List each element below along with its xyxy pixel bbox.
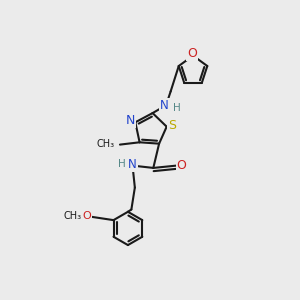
Text: O: O <box>187 47 197 60</box>
Text: CH₃: CH₃ <box>97 139 115 149</box>
Text: S: S <box>168 119 176 132</box>
Text: H: H <box>172 103 180 112</box>
Text: N: N <box>128 158 137 171</box>
Text: O: O <box>177 159 186 172</box>
Text: CH₃: CH₃ <box>64 211 82 221</box>
Text: O: O <box>82 211 91 221</box>
Text: N: N <box>160 99 169 112</box>
Text: N: N <box>126 114 135 127</box>
Text: H: H <box>118 159 126 169</box>
